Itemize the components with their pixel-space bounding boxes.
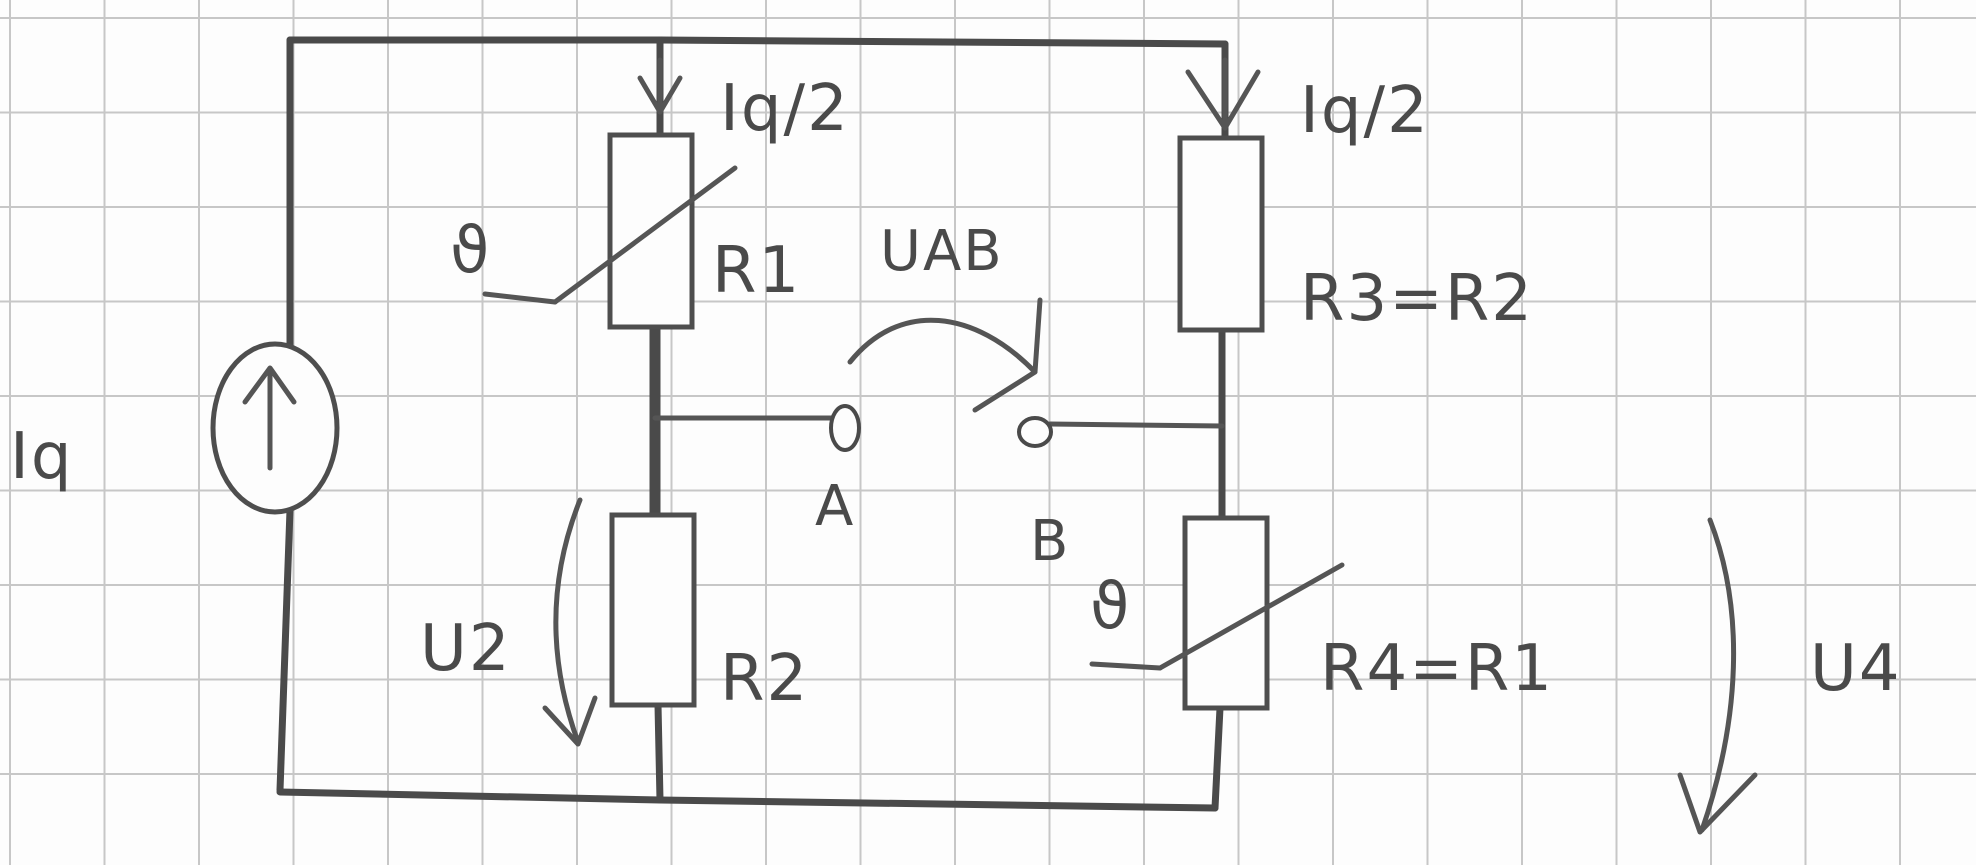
label-r4: R4=R1	[1320, 632, 1554, 706]
label-node-a: A	[815, 474, 855, 539]
terminal-a	[829, 404, 861, 452]
r4-thermistor-tail	[1089, 661, 1163, 671]
up-arrow-icon	[242, 365, 297, 471]
voltage-arrow-u4	[1677, 517, 1758, 835]
source-circle	[210, 341, 340, 515]
wire-r4-bottom	[1211, 704, 1224, 812]
label-theta-r4: ϑ	[1090, 570, 1132, 644]
wire-r2-bottom	[654, 701, 664, 804]
label-r1: R1	[712, 234, 801, 308]
resistor-r2	[609, 512, 697, 708]
label-node-b: B	[1030, 509, 1070, 574]
label-r3-current: Iq/2	[1300, 74, 1430, 148]
current-arrow-r3	[1185, 57, 1261, 131]
voltage-arrow-u2	[542, 497, 598, 747]
r4-thermistor-slash	[1157, 562, 1345, 671]
wire-top-right	[656, 36, 1229, 48]
label-theta-r1: ϑ	[450, 214, 492, 288]
wire-left-lower	[276, 506, 294, 794]
r1-thermistor-slash	[552, 165, 738, 305]
label-uab: UAB	[880, 219, 1004, 284]
current-source	[210, 341, 340, 515]
r1-thermistor-tail	[482, 291, 558, 305]
resistor-r3	[1177, 135, 1265, 333]
label-r3: R3=R2	[1300, 262, 1534, 336]
label-r2: R2	[720, 642, 809, 716]
current-arrow-r1	[637, 57, 683, 115]
label-source: Iq	[10, 420, 74, 494]
label-u4: U4	[1810, 632, 1902, 706]
label-r1-current: Iq/2	[720, 72, 850, 146]
label-u2: U2	[420, 612, 512, 686]
voltage-arrow-uab	[847, 297, 1043, 413]
wire-to-b	[1047, 421, 1225, 429]
terminal-b	[1017, 416, 1053, 448]
wire-bottom	[276, 788, 1219, 812]
